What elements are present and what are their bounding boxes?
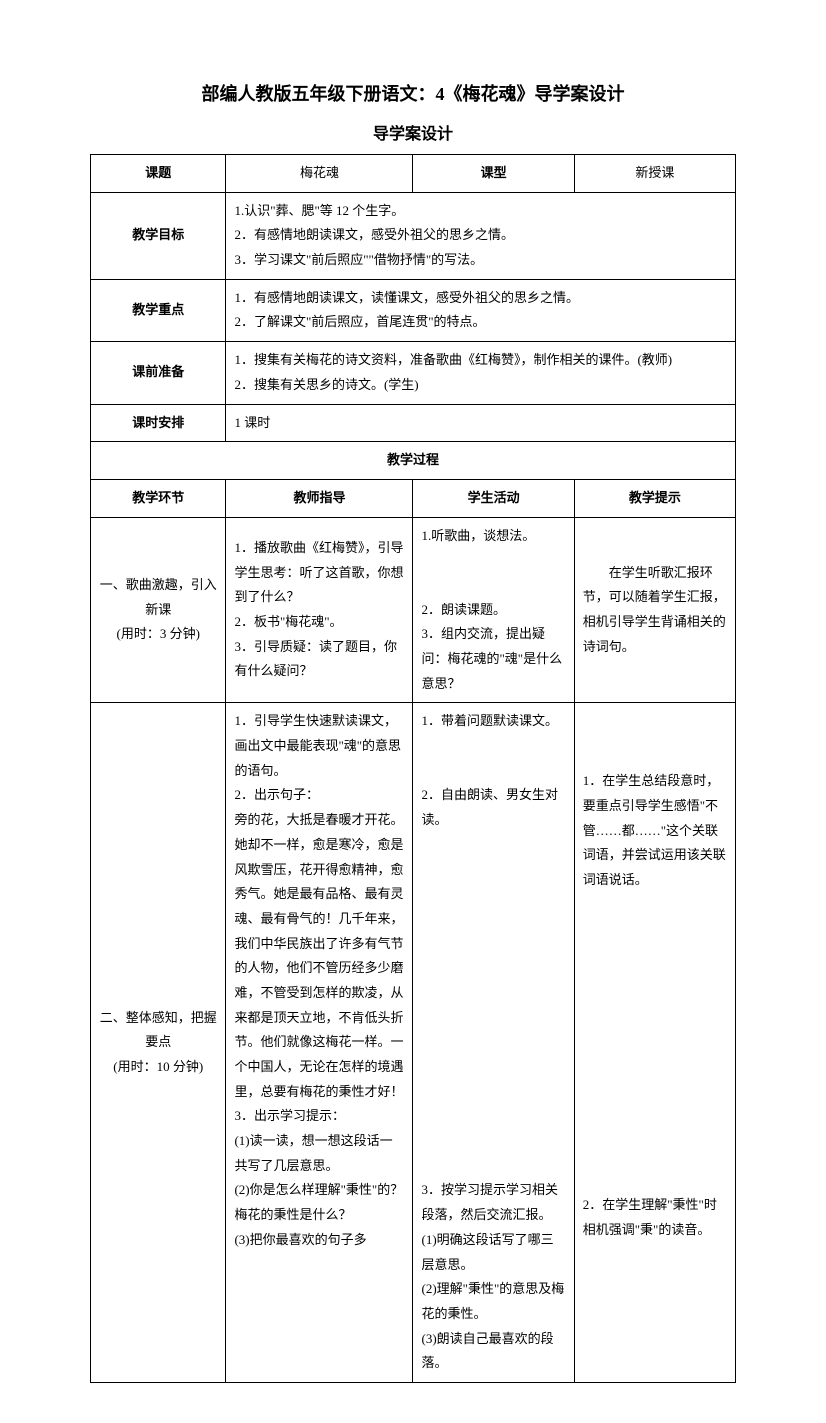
sec2-teacher: 1．引导学生快速默读课文，画出文中最能表现"魂"的意思的语句。 2．出示句子： … <box>226 703 413 1383</box>
sec1-tips: 在学生听歌汇报环节，可以随着学生汇报，相机引导学生背诵相关的诗词句。 <box>574 517 735 703</box>
col-student: 学生活动 <box>413 479 574 517</box>
col-tips: 教学提示 <box>574 479 735 517</box>
label-prep: 课前准备 <box>91 342 226 404</box>
label-type: 课型 <box>413 155 574 193</box>
process-title: 教学过程 <box>91 442 736 480</box>
sec1-student: 1.听歌曲，谈想法。 2．朗读课题。 3．组内交流，提出疑问：梅花魂的"魂"是什… <box>413 517 574 703</box>
col-phase: 教学环节 <box>91 479 226 517</box>
lesson-plan-table: 课题 梅花魂 课型 新授课 教学目标 1.认识"葬、腮"等 12 个生字。 2．… <box>90 154 736 1383</box>
value-goal: 1.认识"葬、腮"等 12 个生字。 2．有感情地朗读课文，感受外祖父的思乡之情… <box>226 192 736 279</box>
value-prep: 1．搜集有关梅花的诗文资料，准备歌曲《红梅赞》，制作相关的课件。(教师) 2．搜… <box>226 342 736 404</box>
value-type: 新授课 <box>574 155 735 193</box>
value-topic: 梅花魂 <box>226 155 413 193</box>
label-focus: 教学重点 <box>91 279 226 341</box>
label-topic: 课题 <box>91 155 226 193</box>
value-focus: 1．有感情地朗读课文，读懂课文，感受外祖父的思乡之情。 2．了解课文"前后照应，… <box>226 279 736 341</box>
value-time: 1 课时 <box>226 404 736 442</box>
sec1-phase: 一、歌曲激趣，引入新课 (用时：3 分钟) <box>91 517 226 703</box>
label-goal: 教学目标 <box>91 192 226 279</box>
sec2-tip-a: 1．在学生总结段意时，要重点引导学生感悟"不管……都……"这个关联词语，并尝试运… <box>583 769 727 892</box>
sec2-tips-cell: 1．在学生总结段意时，要重点引导学生感悟"不管……都……"这个关联词语，并尝试运… <box>574 703 735 1383</box>
label-time: 课时安排 <box>91 404 226 442</box>
col-teacher: 教师指导 <box>226 479 413 517</box>
sec2-tip-b: 2．在学生理解"秉性"时相机强调"秉"的读音。 <box>583 1193 727 1242</box>
doc-subtitle: 导学案设计 <box>90 120 736 144</box>
sec1-teacher: 1．播放歌曲《红梅赞》，引导学生思考：听了这首歌，你想到了什么？ 2．板书"梅花… <box>226 517 413 703</box>
sec2-phase: 二、整体感知，把握要点 (用时：10 分钟) <box>91 703 226 1383</box>
sec2-student: 1．带着问题默读课文。 2．自由朗读、男女生对读。 3．按学习提示学习相关段落，… <box>413 703 574 1383</box>
doc-title: 部编人教版五年级下册语文：4《梅花魂》导学案设计 <box>90 80 736 106</box>
